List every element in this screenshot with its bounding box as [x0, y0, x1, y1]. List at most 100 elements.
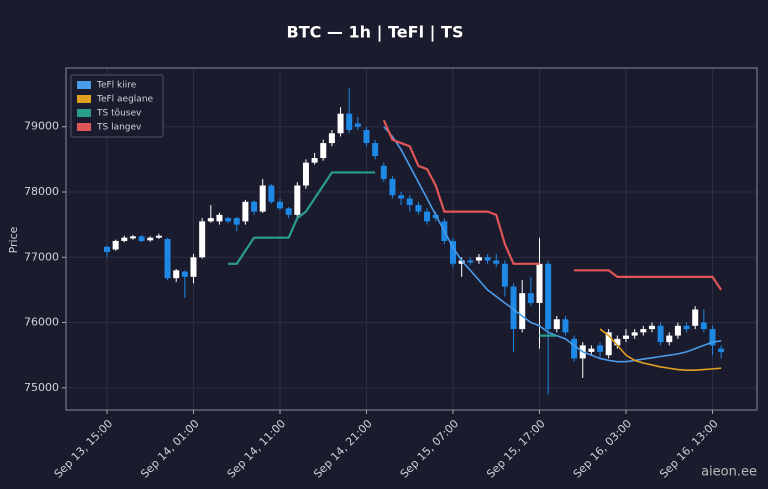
y-tick-label: 76000: [24, 316, 59, 329]
candle-body: [147, 237, 154, 241]
candle-body: [104, 246, 110, 253]
candle-body: [181, 271, 188, 277]
candle-body: [467, 260, 474, 263]
legend-swatch: [77, 109, 91, 117]
candle-body: [692, 309, 699, 326]
candle-body: [302, 162, 309, 186]
candle-body: [519, 293, 526, 330]
candle-body: [562, 319, 569, 333]
candle-body: [484, 257, 491, 261]
candle-body: [424, 211, 431, 222]
x-tick-label: Sep 14, 01:00: [138, 417, 202, 481]
candle-body: [207, 218, 214, 222]
legend-label: TeFl aeglane: [96, 95, 154, 105]
candle-body: [415, 205, 422, 212]
candle-body: [475, 257, 482, 261]
candle-body: [527, 293, 534, 303]
legend-swatch: [77, 123, 91, 131]
y-axis-label: Price: [7, 226, 20, 253]
candle-body: [553, 319, 560, 330]
candle-body: [709, 329, 716, 346]
candle-body: [398, 195, 405, 199]
plot-frame: [65, 67, 758, 411]
candle-body: [674, 325, 681, 336]
candle-body: [501, 263, 508, 287]
candle-body: [285, 208, 292, 215]
y-tick-label: 78000: [24, 185, 59, 198]
candle-body: [614, 338, 621, 346]
candle-body: [354, 123, 361, 127]
candle-body: [718, 348, 725, 352]
legend-swatch: [77, 81, 91, 89]
candle-body: [380, 165, 387, 179]
candle-body: [346, 113, 353, 131]
candle-body: [406, 198, 413, 206]
legend-label: TeFl kiire: [96, 81, 137, 91]
candle-body: [277, 201, 283, 209]
x-tick-label: Sep 13, 15:00: [52, 417, 116, 481]
candle-body: [173, 270, 180, 279]
line-series: [228, 171, 376, 265]
candle-body: [216, 214, 223, 222]
candle-body: [164, 239, 171, 279]
x-tick-label: Sep 16, 03:00: [571, 417, 635, 481]
legend-box: [70, 74, 164, 138]
candle-body: [268, 185, 275, 202]
candle-body: [259, 185, 266, 212]
legend-swatch: [77, 95, 91, 103]
candle-body: [657, 325, 664, 343]
line-series: [599, 328, 722, 371]
candle-body: [242, 201, 249, 222]
line-series: [382, 119, 540, 265]
candle-body: [112, 240, 119, 250]
candle-body: [372, 143, 379, 157]
candle-body: [199, 221, 206, 258]
candle-body: [337, 113, 344, 134]
candle-body: [631, 332, 638, 336]
candle-body: [155, 235, 162, 238]
x-tick-label: Sep 14, 11:00: [225, 417, 289, 481]
candle-body: [121, 237, 128, 241]
candle-body: [233, 218, 240, 225]
candle-body: [640, 329, 647, 333]
candle-body: [294, 185, 301, 215]
candle-body: [571, 338, 578, 359]
candle-body: [328, 133, 335, 144]
candle-body: [648, 325, 655, 330]
candle-body: [450, 240, 456, 264]
candle-body: [588, 348, 595, 352]
x-tick-label: Sep 15, 07:00: [398, 417, 462, 481]
candle-body: [666, 335, 673, 343]
candle-body: [311, 158, 318, 163]
candle-body: [251, 201, 258, 212]
candle-body: [190, 257, 197, 277]
candle-body: [493, 260, 500, 264]
candle-body: [623, 335, 629, 339]
watermark: aieon.ee: [701, 465, 757, 480]
candle-body: [320, 143, 327, 159]
candle-body: [389, 178, 396, 196]
y-tick-label: 75000: [24, 381, 59, 394]
candle-body: [700, 322, 707, 330]
line-series: [383, 126, 722, 363]
line-series: [574, 269, 723, 291]
chart-title: BTC — 1h | TeFl | TS: [287, 23, 464, 43]
candle-body: [605, 332, 612, 356]
candle-body: [545, 263, 552, 330]
candle-body: [225, 218, 232, 222]
candle-body: [129, 236, 136, 239]
candle-body: [510, 286, 517, 330]
candle-body: [536, 263, 543, 303]
candle-body: [138, 236, 145, 241]
y-tick-label: 77000: [24, 250, 59, 263]
legend-label: TS langev: [96, 123, 142, 133]
candle-body: [597, 345, 604, 352]
legend-label: TS tõusev: [96, 109, 142, 119]
y-tick-label: 79000: [24, 120, 59, 133]
x-tick-label: Sep 15, 17:00: [484, 417, 548, 481]
candle-body: [363, 130, 370, 144]
candle-body: [458, 260, 465, 264]
x-tick-label: Sep 14, 21:00: [311, 417, 375, 481]
candle-body: [683, 325, 690, 330]
